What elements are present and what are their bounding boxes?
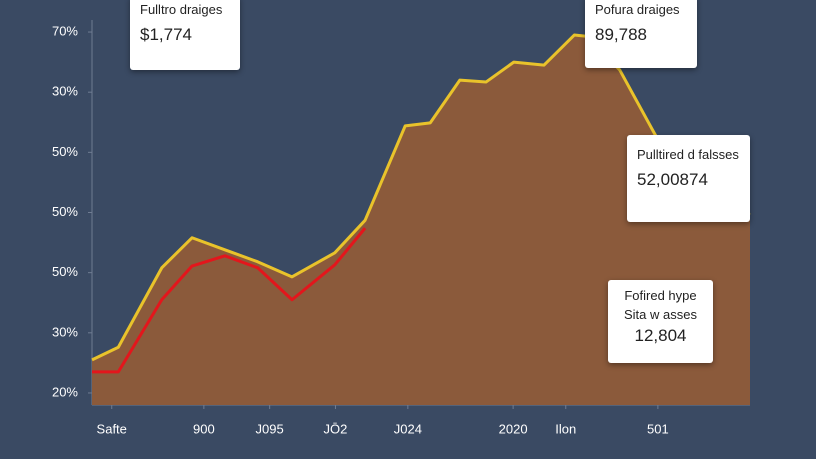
y-tick-label: 70% <box>52 23 78 38</box>
x-tick-label: Ilon <box>555 421 576 436</box>
x-tick-label: Safte <box>97 421 127 436</box>
annotation-text: Sita w asses <box>624 307 697 322</box>
annotation-box: Pofura draiges 89,788 <box>585 0 697 68</box>
area <box>92 35 750 405</box>
x-tick-label: JŌ2 <box>324 421 348 436</box>
annotation-text: 52,00874 <box>637 170 708 189</box>
y-tick-label: 30% <box>52 84 78 99</box>
y-tick-label: 20% <box>52 384 78 399</box>
annotation-text: Fofired hype <box>624 288 697 303</box>
annotation-box: Fulltro draiges $1,774 <box>130 0 240 70</box>
annotation-text: Pofura draiges <box>595 2 680 17</box>
annotation-text: Pulltired d falsses <box>637 147 739 162</box>
y-tick-label: 50% <box>52 204 78 219</box>
x-tick-label: 900 <box>193 421 215 436</box>
annotation-box: Pulltired d falsses 52,00874 <box>627 135 750 222</box>
x-tick-label: 501 <box>647 421 669 436</box>
x-tick-label: J024 <box>394 421 422 436</box>
x-tick-label: 2020 <box>499 421 528 436</box>
y-tick-label: 50% <box>52 264 78 279</box>
annotation-text: $1,774 <box>140 25 192 44</box>
annotation-text: 89,788 <box>595 25 647 44</box>
line <box>92 227 367 374</box>
x-tick-label: J095 <box>256 421 284 436</box>
annotation-text: 12,804 <box>634 326 687 345</box>
annotation-box: Fofired hype Sita w asses 12,804 <box>608 280 713 363</box>
annotation-text: Fulltro draiges <box>140 2 223 17</box>
y-tick-label: 50% <box>52 144 78 159</box>
y-tick-label: 30% <box>52 324 78 339</box>
